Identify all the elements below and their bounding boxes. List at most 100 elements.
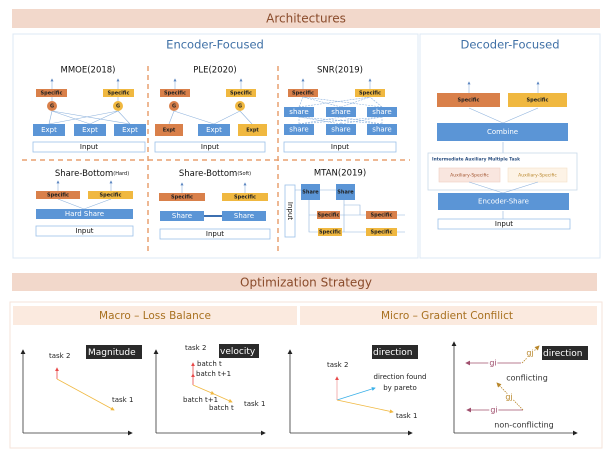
specific-box: Specific <box>318 213 340 219</box>
specific-box: Specific <box>234 195 256 201</box>
mtan-diagram: MTAN(2019) Input Share Share Specific Sp… <box>284 169 405 238</box>
gate-icon: G <box>50 104 54 110</box>
encoder-share-box: Encoder-Share <box>478 198 529 206</box>
expert-box: Expt <box>163 128 176 134</box>
magnitude-tag: Magnitude <box>88 348 136 358</box>
specific-box: Specific <box>292 91 314 97</box>
pareto-label-line2: by pareto <box>383 384 417 392</box>
task2-label: task 2 <box>185 344 206 352</box>
input-box: Input <box>206 230 224 238</box>
task1-label: task 1 <box>112 396 133 404</box>
optimization-header: Optimization Strategy <box>12 273 597 291</box>
mmoe-title: MMOE(2018) <box>61 66 116 76</box>
share-box: Share <box>302 190 319 196</box>
gi-label: gi <box>489 359 496 368</box>
pareto-label-line1: direction found <box>374 373 427 381</box>
expert-box: Expt <box>41 126 57 134</box>
share-box: share <box>289 126 308 134</box>
share-box: Share <box>234 212 254 220</box>
micro-title: Micro – Gradient Confilict <box>381 310 513 322</box>
intermediate-label: Intermediate Auxiliary Multiple Task <box>432 157 520 163</box>
snr-title: SNR(2019) <box>317 66 363 76</box>
combine-box: Combine <box>487 128 518 136</box>
auxiliary-specific-box: Auxiliary-Specific <box>450 173 489 179</box>
direction-tag: direction <box>373 348 412 358</box>
snr-diagram: SNR(2019) Specific Specific share share … <box>283 66 397 153</box>
specific-box: Specific <box>319 230 341 236</box>
share-bottom-soft-diagram: Share-Bottom(Soft) Specific Specific Sha… <box>159 169 271 240</box>
share-bottom-hard-diagram: Share-Bottom(Hard) Specific Specific Har… <box>35 169 134 237</box>
task2-label: task 2 <box>327 361 348 369</box>
input-box: Input <box>495 220 513 228</box>
macro-loss-balance-panel: Macro – Loss Balance Magnitude task 2 ta… <box>13 306 297 436</box>
batch-t-label: batch t <box>197 360 222 368</box>
expert-box: Expt <box>246 128 259 134</box>
velocity-plot: velocity task 2 batch t batch t+1 batch … <box>153 344 266 436</box>
input-box: Input <box>75 227 93 235</box>
batch-t1-label: batch t+1 <box>183 396 218 404</box>
specific-box: Specific <box>108 91 130 97</box>
specific-box: Specific <box>164 91 186 97</box>
direction-tag: direction <box>543 349 582 359</box>
batch-t-label: batch t <box>209 404 234 412</box>
share-box: share <box>372 126 391 134</box>
encoder-focused-panel: Encoder-Focused MMOE(2018) Specific Spec… <box>12 33 419 259</box>
task2-label: task 2 <box>49 352 70 360</box>
decoder-focused-panel: Decoder-Focused Specific Specific Combin… <box>419 33 601 259</box>
share-box: share <box>289 108 308 116</box>
input-box: Input <box>201 143 219 151</box>
gj-label: gj <box>505 393 512 402</box>
batch-t1-label: batch t+1 <box>196 370 231 378</box>
magnitude-plot: Magnitude task 2 task 1 <box>20 345 142 436</box>
expert-box: Expt <box>206 126 222 134</box>
share-bottom-soft-title: Share-Bottom(Soft) <box>179 169 251 179</box>
specific-box: Specific <box>458 98 480 104</box>
specific-box: Specific <box>47 193 69 199</box>
gate-icon: G <box>238 104 242 110</box>
auxiliary-specific-box: Auxiliary-Specific <box>518 173 557 179</box>
gate-icon: G <box>172 104 176 110</box>
mmoe-diagram: MMOE(2018) Specific Specific G G Expt Ex… <box>32 66 146 153</box>
decoder-focused-title: Decoder-Focused <box>460 38 559 52</box>
specific-box: Specific <box>230 91 252 97</box>
task1-label: task 1 <box>244 400 265 408</box>
conflicting-label: conflicting <box>506 374 548 383</box>
share-box: share <box>372 108 391 116</box>
expert-box: Expt <box>82 126 98 134</box>
input-box: Input <box>80 143 98 151</box>
input-box: Input <box>286 202 294 220</box>
ple-title: PLE(2020) <box>193 66 237 76</box>
conflict-plot: direction gi gj conflicting gi gj non-co… <box>451 341 588 436</box>
velocity-tag: velocity <box>220 347 256 357</box>
specific-box: Specific <box>527 98 549 104</box>
share-box: Share <box>172 212 192 220</box>
specific-box: Specific <box>371 213 393 219</box>
architectures-title: Architectures <box>266 12 346 26</box>
input-box: Input <box>331 143 349 151</box>
task1-label: task 1 <box>396 412 417 420</box>
expert-box: Expt <box>122 126 138 134</box>
encoder-focused-title: Encoder-Focused <box>166 38 264 52</box>
gj-label: gj <box>526 349 533 358</box>
specific-box: Specific <box>359 91 381 97</box>
share-bottom-hard-title: Share-Bottom(Hard) <box>55 169 129 179</box>
specific-box: Specific <box>100 193 122 199</box>
specific-box: Specific <box>41 91 63 97</box>
pareto-plot: direction task 2 direction found by pare… <box>287 345 427 436</box>
ple-diagram: PLE(2020) Specific Specific G G Expt Exp… <box>154 66 267 153</box>
hard-share-box: Hard Share <box>65 210 104 218</box>
specific-box: Specific <box>371 230 393 236</box>
micro-gradient-conflict-panel: Micro – Gradient Confilict direction tas… <box>287 306 597 436</box>
gi-label: gi <box>490 406 497 415</box>
specific-box: Specific <box>171 195 193 201</box>
share-box: share <box>331 126 350 134</box>
gate-icon: G <box>116 104 120 110</box>
optimization-title: Optimization Strategy <box>240 276 372 290</box>
mtan-title: MTAN(2019) <box>314 169 366 179</box>
architectures-header: Architectures <box>12 9 600 28</box>
share-box: share <box>331 108 350 116</box>
non-conflicting-label: non-conflicting <box>494 421 553 430</box>
share-box: Share <box>337 190 354 196</box>
macro-title: Macro – Loss Balance <box>99 310 211 322</box>
